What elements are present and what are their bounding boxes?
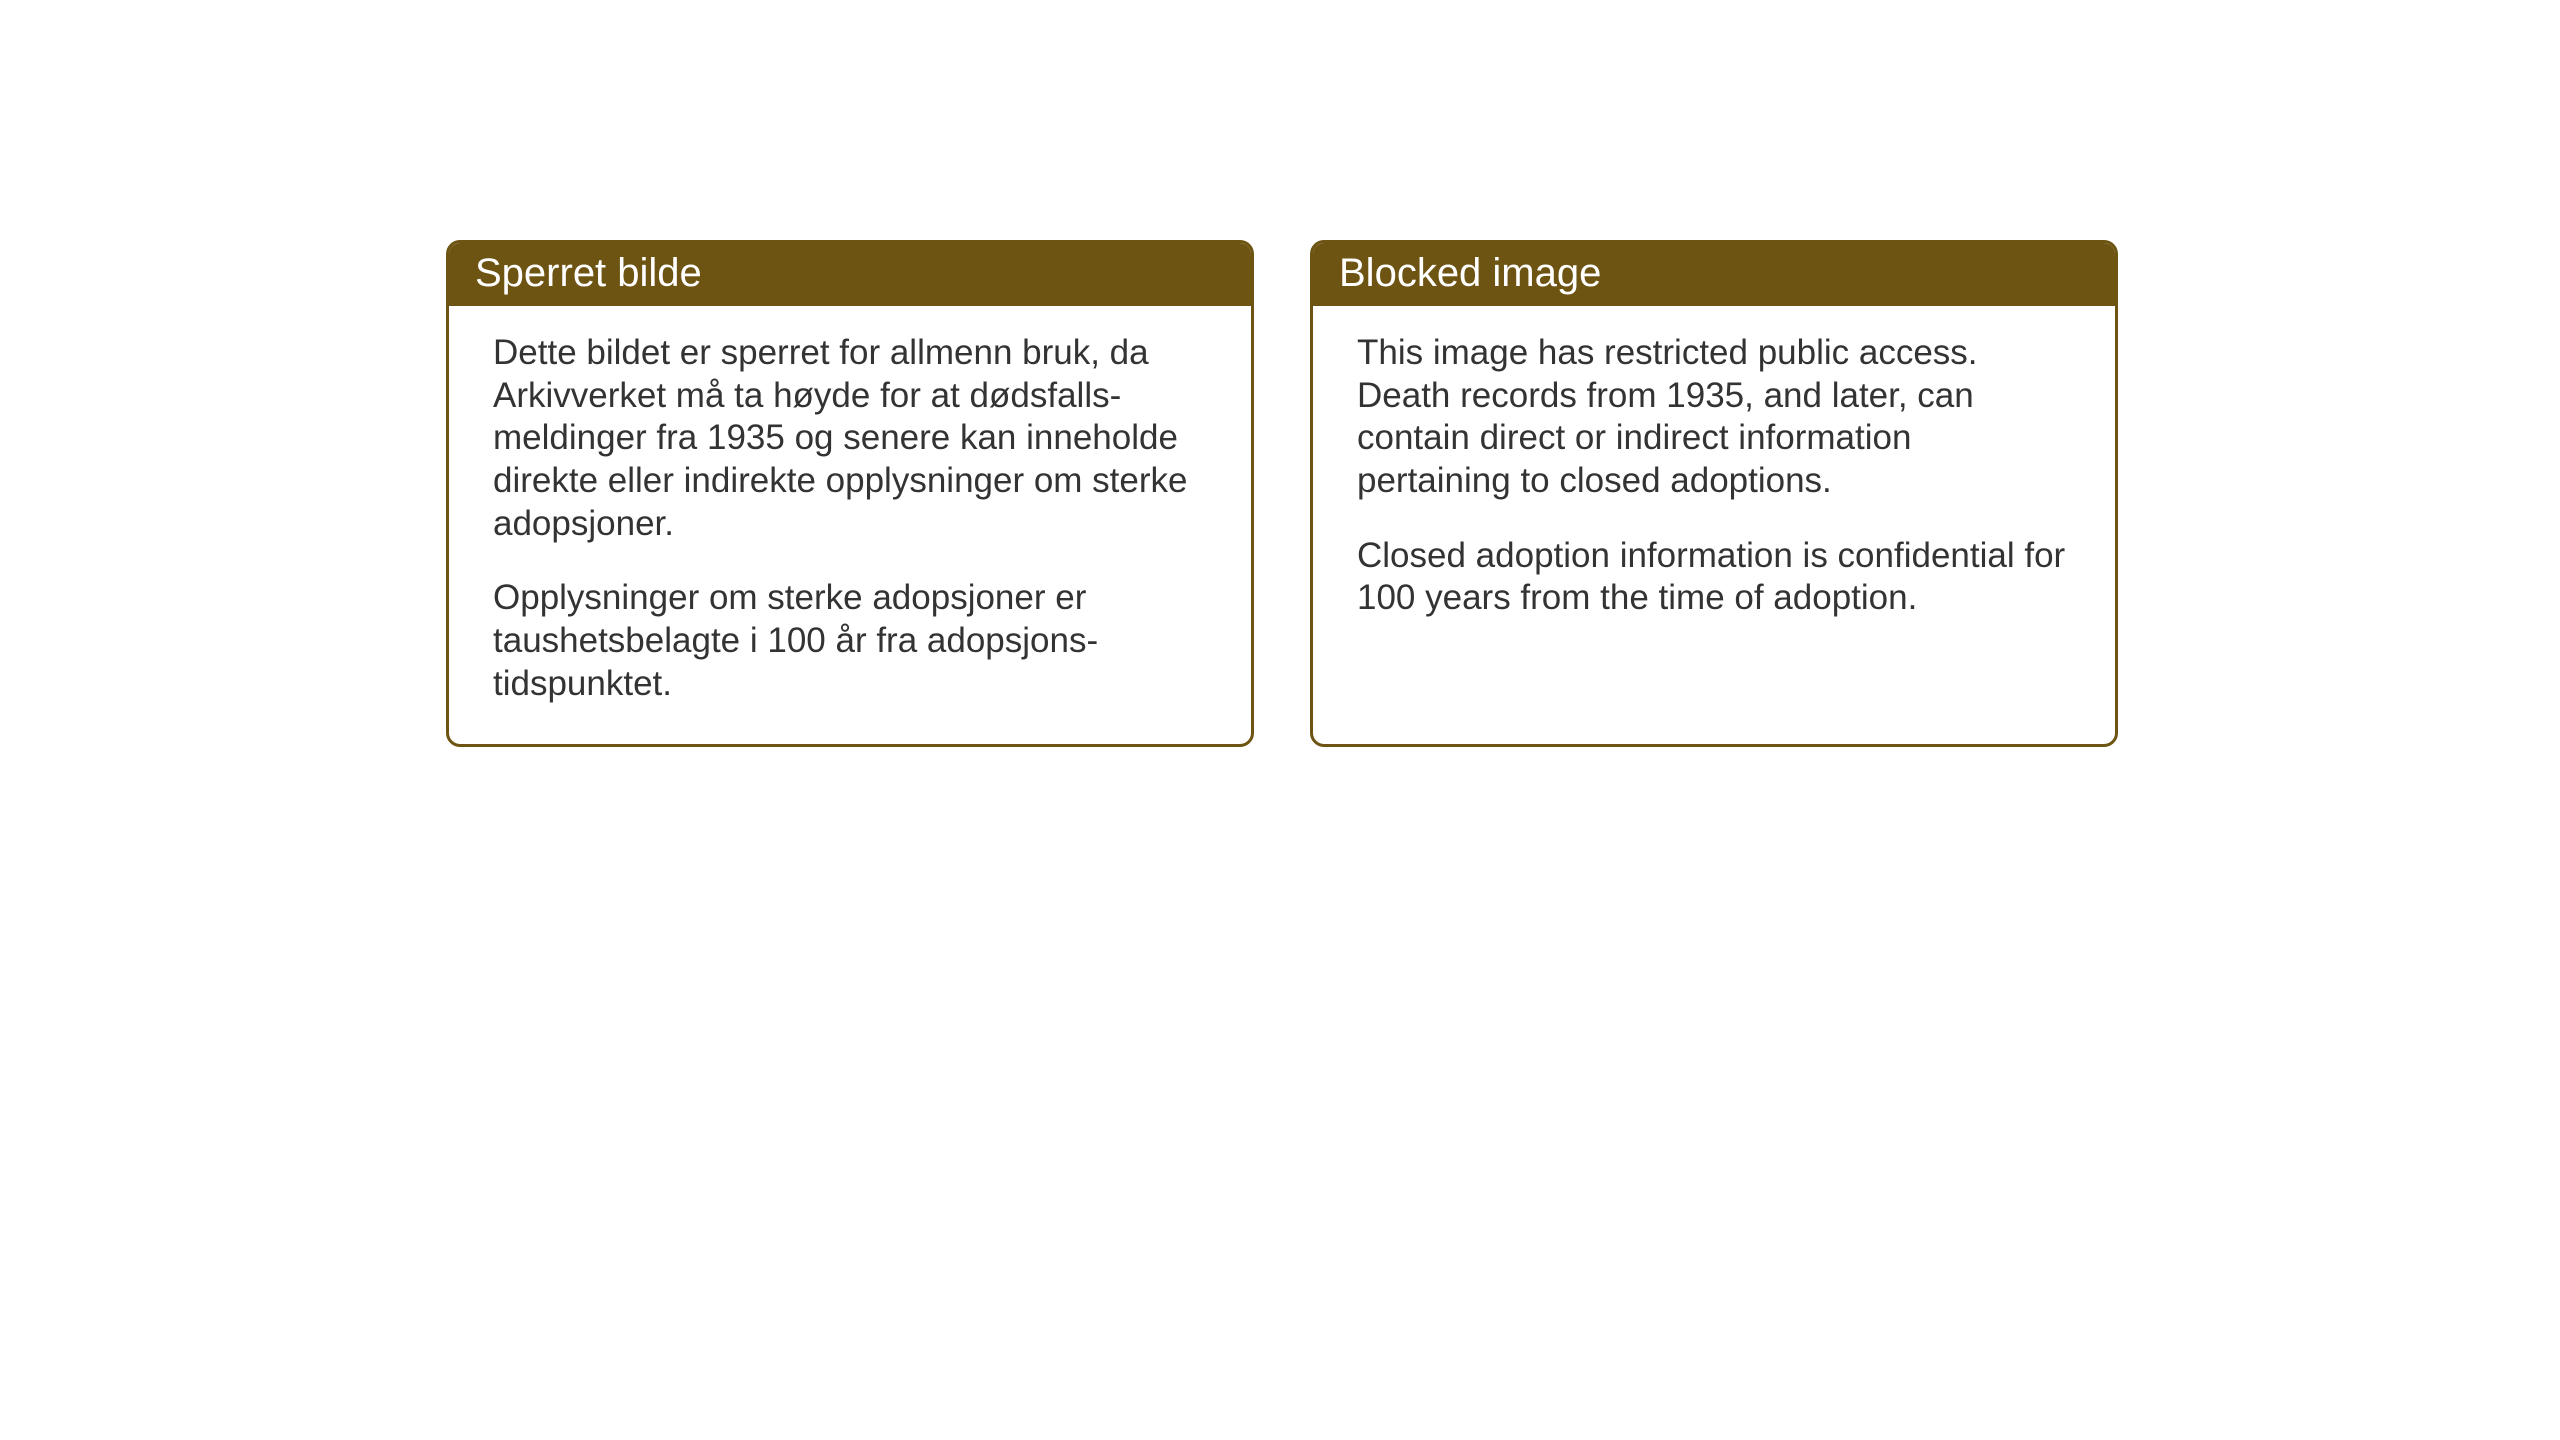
norwegian-info-card: Sperret bilde Dette bildet er sperret fo… — [446, 240, 1254, 747]
norwegian-card-title: Sperret bilde — [449, 243, 1251, 306]
english-card-body: This image has restricted public access.… — [1313, 306, 2115, 658]
english-info-card: Blocked image This image has restricted … — [1310, 240, 2118, 747]
info-cards-container: Sperret bilde Dette bildet er sperret fo… — [446, 240, 2118, 747]
norwegian-paragraph-2: Opplysninger om sterke adopsjoner er tau… — [493, 577, 1207, 705]
english-paragraph-2: Closed adoption information is confident… — [1357, 535, 2071, 620]
norwegian-paragraph-1: Dette bildet er sperret for allmenn bruk… — [493, 332, 1207, 545]
norwegian-card-body: Dette bildet er sperret for allmenn bruk… — [449, 306, 1251, 744]
english-card-title: Blocked image — [1313, 243, 2115, 306]
english-paragraph-1: This image has restricted public access.… — [1357, 332, 2071, 503]
